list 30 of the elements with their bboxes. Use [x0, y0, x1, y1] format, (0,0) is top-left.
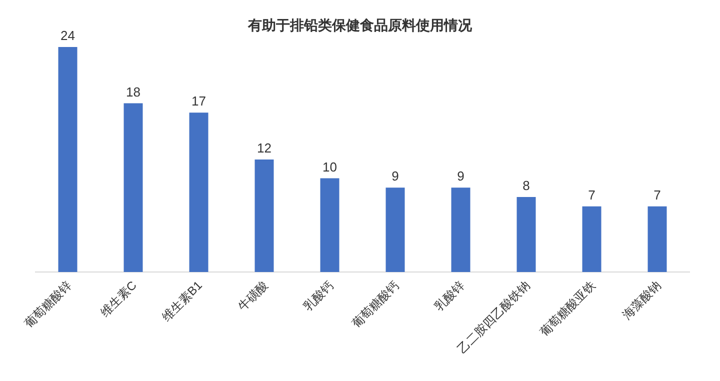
data-label: 18 — [126, 84, 140, 100]
bar — [451, 188, 470, 272]
bar — [320, 178, 340, 272]
bar — [124, 103, 143, 272]
x-tick-label: 牛磺酸 — [235, 278, 270, 314]
x-tick-label: 维生素C — [98, 278, 140, 320]
bar — [582, 206, 602, 272]
data-label: 7 — [588, 187, 596, 202]
x-tick-label: 葡萄糖酸亚铁 — [537, 278, 598, 340]
data-label: 10 — [322, 159, 337, 174]
x-tick-label: 葡萄糖酸锌 — [22, 278, 74, 331]
bar — [58, 47, 78, 272]
bar — [189, 112, 208, 272]
data-label: 8 — [522, 178, 530, 193]
x-tick-label: 维生素B1 — [159, 278, 206, 324]
data-label: 7 — [654, 187, 661, 202]
x-tick-label: 海藻酸钠 — [620, 278, 664, 322]
x-tick-label: 乳酸锌 — [432, 278, 467, 314]
bar — [254, 160, 274, 272]
x-tick-label: 葡萄糖酸钙 — [349, 278, 402, 331]
data-label: 24 — [60, 28, 75, 43]
chart-title: 有助于排铅类保健食品原料使用情况 — [247, 17, 473, 33]
bar — [386, 188, 405, 272]
data-label: 17 — [192, 94, 206, 109]
bar — [516, 197, 536, 272]
data-label: 12 — [257, 140, 272, 156]
data-label: 9 — [457, 168, 464, 184]
bar — [648, 206, 667, 272]
x-tick-label: 乳酸钙 — [300, 278, 336, 314]
data-label: 9 — [392, 168, 399, 184]
